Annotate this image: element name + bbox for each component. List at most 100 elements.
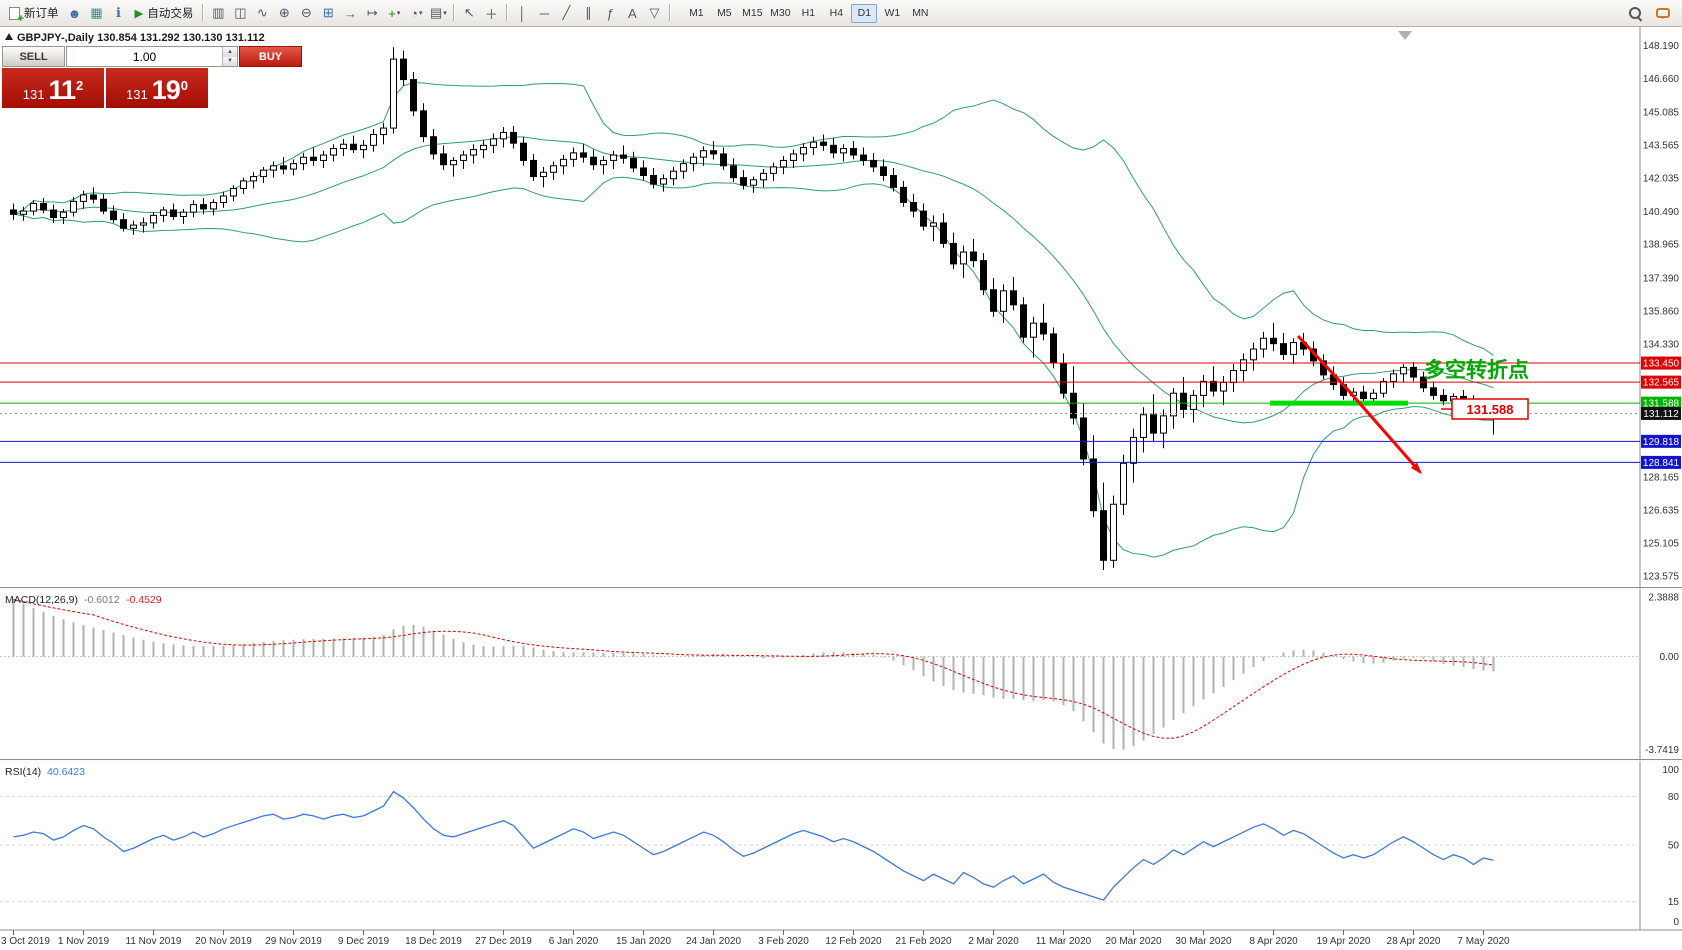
bar-chart-button[interactable]: ▥ (207, 3, 229, 24)
candle-body (70, 200, 77, 213)
candle-body (1090, 458, 1097, 512)
one-click-trading-panel: SELL ▲ ▼ BUY 131 11 2 131 19 0 (2, 46, 302, 108)
auto-trading-button[interactable]: ▶ 自动交易 (130, 3, 199, 24)
auto-scroll-button[interactable]: → (339, 3, 361, 24)
candle-body (610, 154, 617, 161)
info-circle-icon: ℹ (116, 5, 121, 20)
candle-body (930, 222, 937, 227)
data-window-button[interactable]: ℹ (108, 3, 130, 24)
volume-up-button[interactable]: ▲ (222, 47, 237, 57)
sell-price-display[interactable]: 131 11 2 (2, 68, 104, 108)
buy-price-display[interactable]: 131 19 0 (106, 68, 208, 108)
date-axis-label: 19 Apr 2020 (1317, 936, 1371, 947)
market-watch-button[interactable]: ▦ (86, 3, 108, 24)
candle-body (340, 143, 347, 150)
horizontal-line-button[interactable]: ─ (533, 3, 555, 24)
timeframe-h1[interactable]: H1 (801, 7, 816, 19)
search-button[interactable] (1624, 3, 1646, 24)
price-axis-badge (1641, 375, 1681, 389)
price-axis-badge-text: 132.565 (1643, 378, 1680, 389)
candle-body (1260, 337, 1267, 350)
line-chart-button[interactable]: ∿ (251, 3, 273, 24)
fibonacci-button[interactable]: ƒ (599, 3, 621, 24)
candle-body (990, 289, 997, 312)
macd-signal-line (13, 598, 1494, 739)
symbol-marker-icon (5, 33, 13, 40)
candle-body (370, 134, 377, 146)
zoom-in-button[interactable]: ⊕ (273, 3, 295, 24)
chart-shift-marker[interactable] (1398, 31, 1412, 40)
periods-button[interactable]: ◔ ▾ (405, 3, 427, 24)
candle-body (600, 159, 607, 166)
candle-body (1390, 373, 1397, 382)
timeframe-w1[interactable]: W1 (884, 7, 901, 19)
timeframe-m15[interactable]: M15 (742, 7, 763, 19)
candle-body (1180, 392, 1187, 410)
rsi-axis-label: 15 (1668, 897, 1680, 908)
new-order-button[interactable]: 新订单 (4, 3, 64, 25)
trendline-button[interactable]: ╱ (555, 3, 577, 24)
chat-icon (1656, 8, 1670, 19)
candle-body (910, 201, 917, 212)
profile-button[interactable]: ☻ (64, 3, 86, 24)
buy-button[interactable]: BUY (239, 46, 302, 67)
candle-body (980, 260, 987, 291)
text-button[interactable]: A (621, 3, 643, 24)
rsi-axis-label: 50 (1668, 841, 1680, 852)
candle-body (500, 131, 507, 140)
timeframe-d1[interactable]: D1 (851, 3, 878, 23)
sell-button[interactable]: SELL (2, 46, 65, 67)
candle-body (570, 152, 577, 160)
timeframe-m5[interactable]: M5 (717, 7, 732, 19)
candle-body (1430, 387, 1437, 396)
candle-body (1410, 366, 1417, 378)
indicator-plus-icon: + (388, 5, 396, 21)
hline-icon: ─ (539, 5, 549, 21)
price-axis-badge-text: 129.818 (1643, 437, 1680, 448)
channel-icon: ∥ (585, 5, 592, 20)
timeframe-mn[interactable]: MN (912, 7, 929, 19)
price-axis-badge (1641, 406, 1681, 420)
macd-axis-label: 0.00 (1660, 652, 1680, 663)
timeframe-m1[interactable]: M1 (689, 7, 704, 19)
price-axis-badge (1641, 356, 1681, 370)
zoom-out-button[interactable]: ⊖ (295, 3, 317, 24)
candle-body (430, 136, 437, 155)
candle-body (840, 148, 847, 154)
candle-body (950, 242, 957, 265)
chart-shift-button[interactable]: ↦ (361, 3, 383, 24)
chat-button[interactable] (1652, 3, 1674, 24)
date-axis-label: 11 Mar 2020 (1036, 936, 1092, 947)
buy-price-pips: 19 (151, 75, 181, 105)
price-axis-badge (1641, 434, 1681, 448)
candle-body (830, 144, 837, 154)
down-arrow-object[interactable] (1296, 334, 1422, 473)
candle-body (750, 179, 757, 186)
vertical-line-button[interactable]: │ (511, 3, 533, 24)
candle-body (920, 210, 927, 227)
crosshair-button[interactable]: ＋ (480, 3, 502, 24)
candlestick-chart-button[interactable]: ◫ (229, 3, 251, 24)
trendline-icon: ╱ (562, 5, 571, 20)
timeframe-m30[interactable]: M30 (770, 7, 791, 19)
volume-input[interactable] (67, 47, 222, 66)
price-tag-box[interactable] (1451, 398, 1529, 420)
templates-button[interactable]: ▤ ▾ (427, 3, 449, 24)
turning-point-note[interactable]: 多空转折点 (1424, 358, 1529, 382)
tile-windows-button[interactable]: ⊞ (317, 3, 339, 24)
volume-down-button[interactable]: ▼ (222, 56, 237, 66)
candle-body (140, 222, 147, 226)
candle-body (410, 79, 417, 112)
candle-body (110, 210, 117, 221)
candle-body (360, 144, 367, 151)
channel-button[interactable]: ∥ (577, 3, 599, 24)
timeframe-h4[interactable]: H4 (829, 7, 844, 19)
cursor-button[interactable]: ↖ (458, 3, 480, 24)
arrows-button[interactable]: ▽ (643, 3, 665, 24)
candle-body (470, 149, 477, 156)
date-axis-label: 12 Feb 2020 (825, 936, 882, 947)
sell-price-point: 2 (76, 78, 84, 93)
indicators-button[interactable]: + ▾ (383, 3, 405, 24)
candle-body (250, 176, 257, 182)
